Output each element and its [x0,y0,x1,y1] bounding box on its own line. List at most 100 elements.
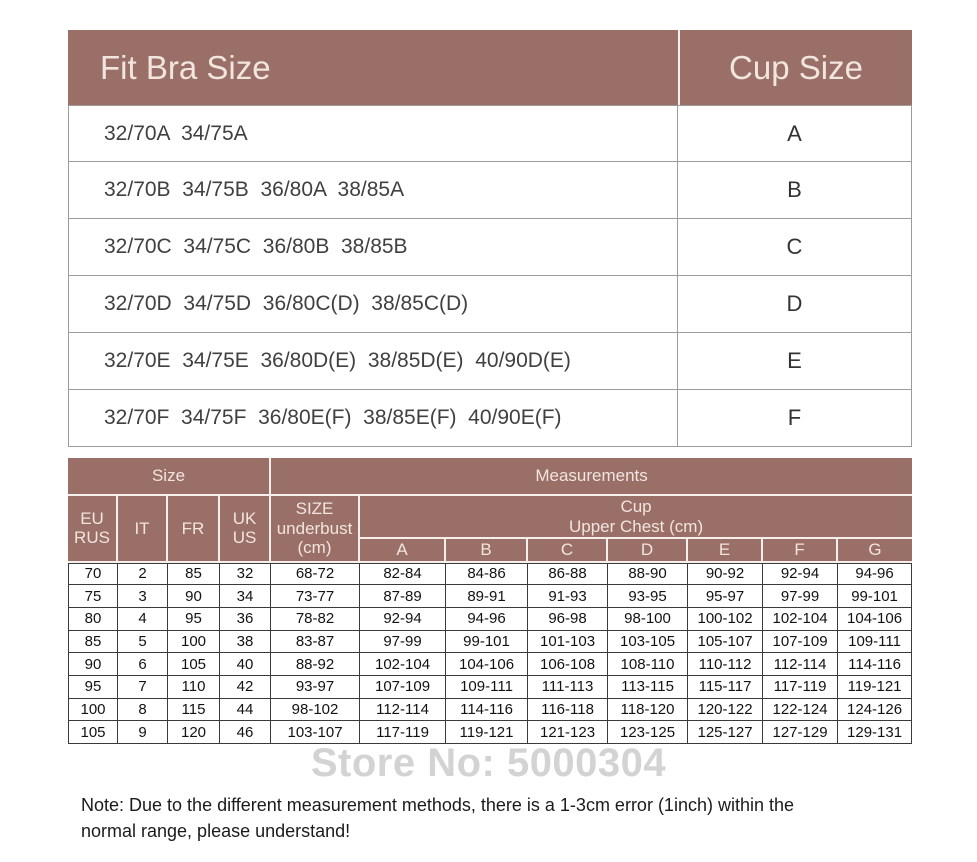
measurement-cell: 93-97 [271,676,361,699]
measurement-cell: 121-123 [528,721,609,745]
measurements-header-row-2: EU RUS IT FR UK US SIZE underbust (cm) C… [68,496,913,563]
eu-rus-column-header: EU RUS [68,496,118,563]
size-group-header: Size [68,458,272,496]
measurement-cell: 105-107 [688,630,764,654]
measurement-cell: 85 [168,562,220,586]
bra-sizes-cell: 32/70B 34/75B 36/80A 38/85A [68,162,678,219]
measurement-cell: 112-114 [360,698,447,722]
measurement-cell: 90-92 [688,562,764,586]
measurement-row: 100 8 115 44 98-102 112-114 114-116 116-118 118-… [68,698,913,722]
bra-sizes-cell: 32/70E 34/75E 36/80D(E) 38/85D(E) 40/90D… [68,333,678,390]
measurement-cell: 117-119 [360,721,447,745]
cup-upper-chest-header: Cup Upper Chest (cm) [360,496,913,540]
measurement-cell: 91-93 [528,585,609,609]
measurement-cell: 94-96 [838,562,913,586]
measurement-cell: 78-82 [271,608,361,631]
cup-letter-cell: D [678,276,912,333]
measurement-cell: 106-108 [528,653,609,677]
measurement-cell: 73-77 [271,585,361,609]
measurement-cell: 124-126 [838,698,913,722]
measurement-cell: 119-121 [446,721,529,745]
measurement-cell: 115-117 [688,676,764,699]
measurement-cell: 36 [220,608,272,631]
store-number-watermark: Store No: 5000304 [310,741,667,785]
measurement-cell: 98-102 [271,698,361,722]
measurement-cell: 95 [168,608,220,631]
bra-sizes-cell: 32/70A 34/75A [68,105,678,162]
bra-sizes-cell: 32/70F 34/75F 36/80E(F) 38/85E(F) 40/90E… [68,390,678,447]
measurement-cell: 84-86 [446,562,529,586]
measurement-cell: 92-94 [360,608,447,631]
measurement-cell: 82-84 [360,562,447,586]
measurement-cell: 125-127 [688,721,764,745]
measurement-cell: 86-88 [528,562,609,586]
measurement-cell: 98-100 [608,608,689,631]
measurement-cell: 97-99 [763,585,839,609]
measurement-cell: 119-121 [838,676,913,699]
measurement-cell: 97-99 [360,630,447,654]
measurement-cell: 104-106 [838,608,913,631]
measurement-cell: 3 [118,585,168,609]
measurement-cell: 75 [68,585,118,609]
measurement-cell: 114-116 [446,698,529,722]
measurement-cell: 107-109 [360,676,447,699]
measurement-cell: 34 [220,585,272,609]
measurement-cell: 116-118 [528,698,609,722]
measurement-cell: 118-120 [608,698,689,722]
measurement-cell: 8 [118,698,168,722]
cup-header-line1: Cup [620,497,652,516]
measurement-cell: 5 [118,630,168,654]
fit-bra-size-table: Fit Bra Size Cup Size 32/70A 34/75A A 32/7… [68,30,912,447]
measurement-cell: 103-105 [608,630,689,654]
measurement-cell: 123-125 [608,721,689,745]
measurement-cell: 100 [168,630,220,654]
measurement-cell: 101-103 [528,630,609,654]
fit-table-header-row: Fit Bra Size Cup Size [68,30,912,105]
measurement-cell: 94-96 [446,608,529,631]
measurement-row: 80 4 95 36 78-82 92-94 94-96 96-98 98-100 100-102… [68,608,913,631]
measurement-cell: 38 [220,630,272,654]
measurement-cell: 99-101 [446,630,529,654]
measurement-cell: 113-115 [608,676,689,699]
measurement-row: 85 5 100 38 83-87 97-99 99-101 101-103 103-105 10… [68,630,913,654]
measurement-cell: 105 [168,653,220,677]
uk-us-column-header: UK US [220,496,272,563]
cup-letter-cell: E [678,333,912,390]
measurements-table-header: Size Measurements EU RUS IT FR UK US SIZ… [68,458,913,563]
measurement-cell: 127-129 [763,721,839,745]
measurement-cell: 105 [68,721,118,745]
cup-size-header: Cup Size [678,30,912,105]
measurement-cell: 2 [118,562,168,586]
measurement-cell: 88-92 [271,653,361,677]
measurement-cell: 99-101 [838,585,913,609]
measurement-cell: 104-106 [446,653,529,677]
measurement-row: 95 7 110 42 93-97 107-109 109-111 111-113 113-11… [68,676,913,699]
measurement-cell: 9 [118,721,168,745]
measurement-row: 75 3 90 34 73-77 87-89 89-91 91-93 93-95 95-97 97-… [68,585,913,609]
measurements-table-body: 70 2 85 32 68-72 82-84 84-86 86-88 88-90 90-92 92-… [68,562,913,745]
measurement-cell: 90 [168,585,220,609]
measurement-cell: 108-110 [608,653,689,677]
cup-e-column-header: E [688,539,764,563]
measurement-cell: 40 [220,653,272,677]
measurements-header-row-3: A B C D E F G [68,539,913,563]
measurement-cell: 109-111 [838,630,913,654]
fit-table-row: 32/70F 34/75F 36/80E(F) 38/85E(F) 40/90E… [68,390,912,447]
measurement-cell: 120 [168,721,220,745]
fit-table-header: Fit Bra Size Cup Size [68,30,912,105]
fit-table-row: 32/70E 34/75E 36/80D(E) 38/85D(E) 40/90D… [68,333,912,390]
measurements-group-header: Measurements [271,458,913,496]
measurement-cell: 110-112 [688,653,764,677]
bra-sizes-cell: 32/70D 34/75D 36/80C(D) 38/85C(D) [68,276,678,333]
measurement-cell: 80 [68,608,118,631]
measurement-cell: 103-107 [271,721,361,745]
cup-letter-cell: F [678,390,912,447]
measurement-cell: 95 [68,676,118,699]
measurement-cell: 4 [118,608,168,631]
measurement-cell: 122-124 [763,698,839,722]
measurement-cell: 115 [168,698,220,722]
measurement-cell: 100-102 [688,608,764,631]
measurement-cell: 102-104 [763,608,839,631]
measurement-cell: 102-104 [360,653,447,677]
